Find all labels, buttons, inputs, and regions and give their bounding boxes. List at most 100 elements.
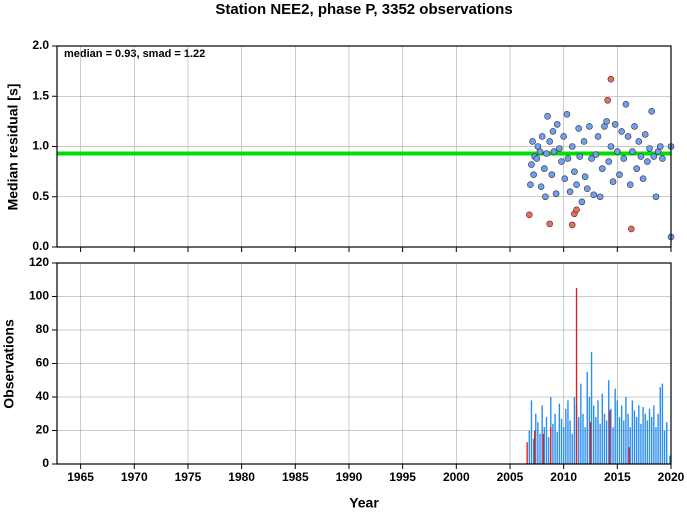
y-tick-label: 40: [36, 389, 50, 403]
bar: [648, 408, 651, 464]
point: [542, 193, 549, 201]
x-tick-label: 2005: [497, 470, 524, 484]
bar: [599, 423, 601, 464]
bar: [646, 420, 649, 464]
bar: [582, 413, 584, 464]
point: [580, 138, 588, 145]
point: [566, 188, 574, 196]
bar: [533, 430, 536, 464]
bar: [532, 438, 535, 464]
bar: [573, 397, 576, 464]
bar: [552, 423, 554, 464]
point: [609, 178, 617, 185]
bar: [530, 400, 533, 464]
point: [637, 153, 645, 160]
point: [614, 148, 621, 155]
x-tick-label: 1970: [121, 470, 148, 484]
bar: [644, 413, 646, 464]
point: [603, 118, 610, 125]
x-tick-label: 2015: [604, 470, 631, 484]
y-tick-label: 100: [29, 289, 49, 303]
point: [548, 171, 556, 178]
bar: [666, 422, 668, 464]
point: [563, 111, 571, 118]
point: [560, 133, 567, 140]
point: [652, 193, 660, 201]
point: [629, 148, 636, 155]
point: [550, 148, 558, 155]
point: [624, 133, 632, 140]
plot-frame: [56, 262, 672, 465]
point: [592, 151, 600, 158]
point: [626, 181, 634, 188]
chart-title: Station NEE2, phase P, 3352 observations: [215, 1, 512, 18]
bar: [642, 407, 644, 464]
point: [527, 181, 534, 188]
bar: [628, 447, 630, 464]
point: [556, 145, 563, 152]
point: [546, 138, 554, 145]
point: [549, 128, 557, 135]
bar: [669, 455, 671, 464]
point: [546, 220, 554, 228]
bar: [655, 427, 657, 464]
point: [530, 171, 537, 178]
point: [533, 155, 541, 162]
point: [620, 155, 628, 162]
point: [639, 175, 647, 182]
point: [541, 165, 548, 172]
x-tick-label: 1995: [389, 470, 416, 484]
bar: [542, 433, 544, 464]
bar: [610, 408, 612, 464]
bar: [560, 418, 563, 464]
bar: [567, 400, 569, 464]
y-axis-label: Median residual [s]: [5, 84, 21, 211]
point: [635, 138, 643, 145]
point: [627, 225, 635, 233]
bar: [547, 437, 550, 464]
x-tick-label: 2020: [658, 470, 685, 484]
point: [528, 161, 535, 168]
x-tick-label: 2010: [550, 470, 577, 484]
bar: [609, 410, 611, 464]
bar: [543, 427, 546, 464]
bar: [565, 408, 567, 464]
point: [646, 145, 653, 152]
x-tick-label: 2000: [443, 470, 470, 484]
point: [622, 100, 630, 108]
bar: [569, 420, 571, 464]
point: [558, 158, 565, 165]
y-tick-label: 2.0: [32, 38, 49, 52]
bar: [635, 417, 638, 464]
point: [538, 133, 546, 140]
y-tick-label: 0.5: [32, 189, 49, 203]
bar: [631, 400, 634, 464]
bar: [539, 433, 541, 464]
bar: [541, 405, 543, 464]
bar: [629, 427, 631, 464]
point: [564, 155, 572, 162]
point: [576, 153, 584, 160]
bar: [608, 380, 610, 464]
point: [571, 168, 578, 175]
bar: [571, 433, 573, 464]
point: [607, 143, 615, 150]
bar: [580, 383, 582, 464]
point: [573, 181, 580, 188]
point: [633, 165, 640, 172]
bar: [640, 423, 642, 464]
point: [641, 131, 649, 138]
point: [599, 165, 606, 172]
point: [618, 128, 625, 135]
y-tick-label: 1.0: [32, 139, 49, 153]
bar: [620, 405, 623, 464]
y-tick-label: 120: [29, 255, 49, 269]
bar: [603, 413, 606, 464]
bar: [562, 427, 565, 464]
bar: [627, 413, 629, 464]
point: [586, 123, 593, 130]
bar: [653, 405, 655, 464]
bar: [625, 397, 627, 464]
point: [650, 153, 658, 160]
